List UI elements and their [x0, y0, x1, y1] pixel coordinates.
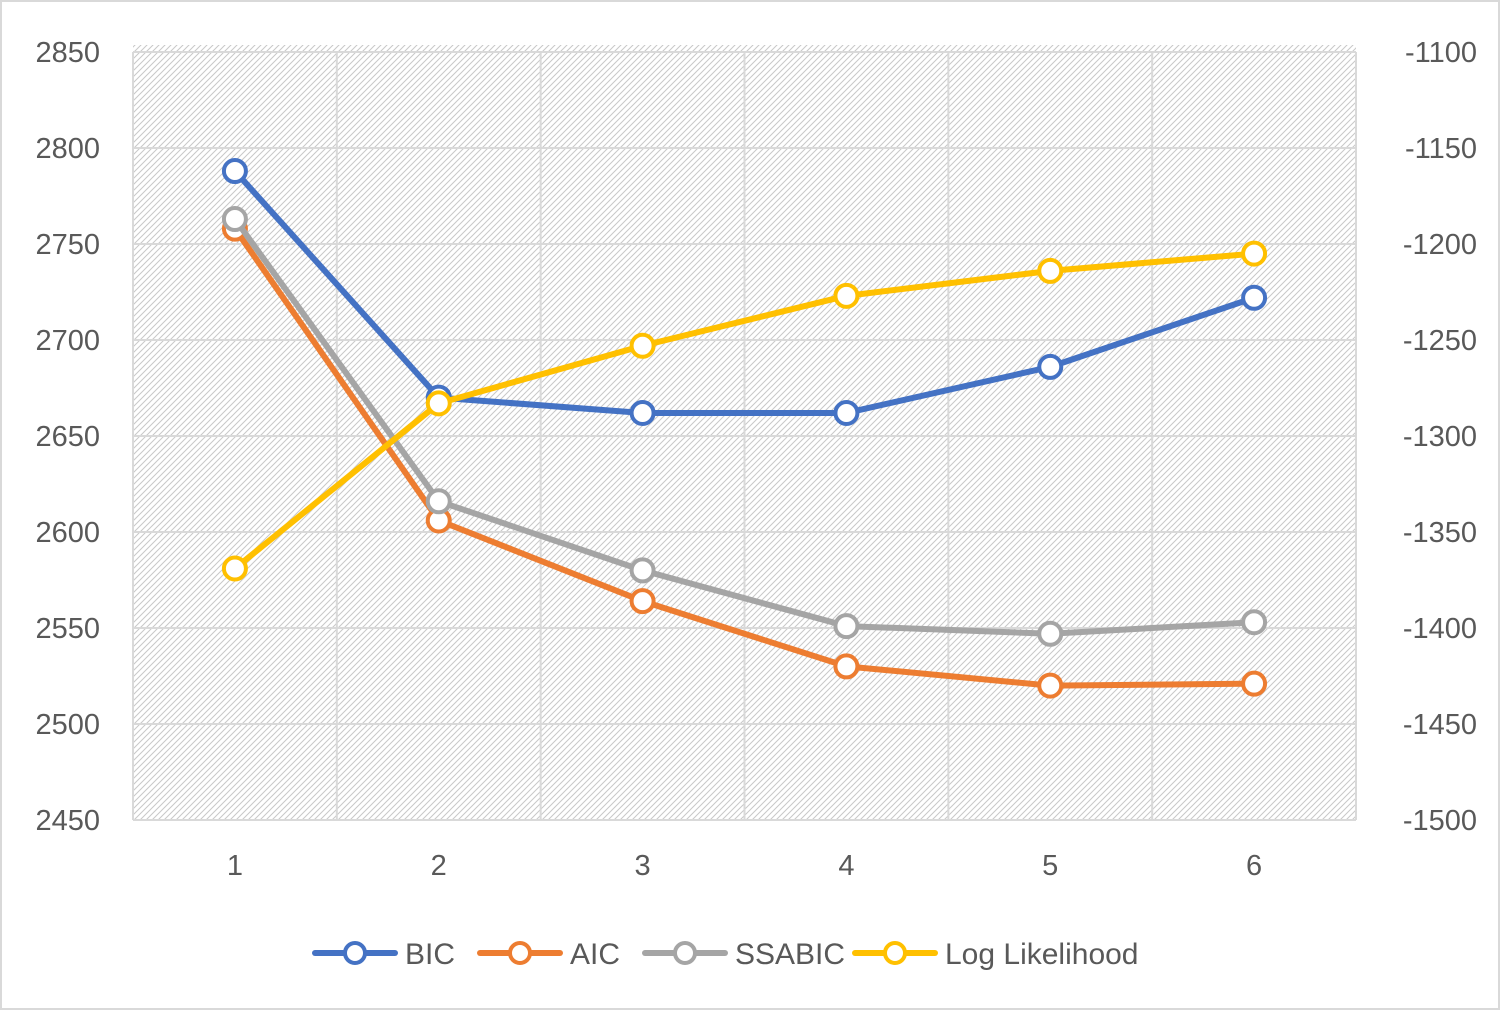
- x-tick-label: 4: [838, 850, 854, 882]
- x-tick-label: 1: [227, 850, 243, 882]
- bic-point: [629, 399, 656, 426]
- legend-label: SSABIC: [735, 938, 845, 971]
- ssabic-point: [221, 206, 248, 233]
- legend-item-log-likelihood: Log Likelihood: [852, 938, 1139, 971]
- series-group: [221, 158, 1268, 699]
- bic-point: [833, 399, 860, 426]
- ssabic-point: [629, 557, 656, 584]
- ssabic-line: [231, 216, 1258, 637]
- aic-point: [833, 653, 860, 680]
- legend-swatch-marker: [343, 941, 367, 965]
- left-y-tick-label: 2650: [35, 421, 100, 453]
- aic-point: [629, 588, 656, 615]
- bic-line: [231, 168, 1258, 416]
- right-y-tick-label: -1250: [1403, 325, 1477, 357]
- legend: BIC AIC SSABIC Log Likelihood: [312, 938, 1139, 971]
- right-y-tick-label: -1100: [1405, 37, 1477, 69]
- x-axis: 1 2 3 4 5 6: [227, 850, 1262, 882]
- legend-swatch-marker: [508, 941, 532, 965]
- left-y-tick-label: 2750: [35, 229, 100, 261]
- left-y-axis: 2850 2800 2750 2700 2650 2600 2550 2500 2450: [35, 37, 100, 837]
- legend-label: BIC: [405, 938, 455, 971]
- x-tick-label: 6: [1246, 850, 1262, 882]
- bic-point: [1037, 353, 1064, 380]
- ssabic-point: [425, 488, 452, 515]
- legend-swatch-marker: [673, 941, 697, 965]
- ssabic-point: [1037, 620, 1064, 647]
- series-aic: [221, 215, 1268, 699]
- x-tick-label: 3: [635, 850, 651, 882]
- series-log-likelihood: [221, 240, 1268, 582]
- aic-line: [231, 225, 1258, 689]
- x-tick-label: 5: [1042, 850, 1058, 882]
- ssabic-point: [833, 613, 860, 640]
- legend-swatch-marker: [883, 941, 907, 965]
- left-y-tick-label: 2550: [35, 613, 100, 645]
- aic-point: [1037, 672, 1064, 699]
- right-y-tick-label: -1450: [1403, 709, 1477, 741]
- left-y-tick-label: 2700: [35, 325, 100, 357]
- right-y-tick-label: -1500: [1403, 805, 1477, 837]
- left-y-tick-label: 2450: [35, 805, 100, 837]
- aic-point: [1241, 670, 1268, 697]
- legend-label: AIC: [570, 938, 620, 971]
- log-likelihood-point: [629, 332, 656, 359]
- right-y-tick-label: -1150: [1405, 133, 1477, 165]
- log-likelihood-point: [221, 555, 248, 582]
- legend-item-bic: BIC: [312, 938, 455, 971]
- right-y-tick-label: -1200: [1403, 229, 1477, 261]
- log-likelihood-point: [833, 282, 860, 309]
- ssabic-point: [1241, 609, 1268, 636]
- right-y-tick-label: -1400: [1403, 613, 1477, 645]
- left-y-tick-label: 2850: [35, 37, 100, 69]
- legend-label: Log Likelihood: [945, 938, 1139, 971]
- log-likelihood-line: [231, 250, 1258, 572]
- log-likelihood-point: [1241, 240, 1268, 267]
- log-likelihood-point: [1037, 257, 1064, 284]
- log-likelihood-point: [425, 390, 452, 417]
- left-y-tick-label: 2600: [35, 517, 100, 549]
- left-y-tick-label: 2800: [35, 133, 100, 165]
- gridlines: [132, 51, 1357, 821]
- right-y-tick-label: -1350: [1403, 517, 1477, 549]
- bic-point: [1241, 284, 1268, 311]
- series-ssabic: [221, 206, 1268, 647]
- left-y-tick-label: 2500: [35, 709, 100, 741]
- x-tick-label: 2: [431, 850, 447, 882]
- legend-item-aic: AIC: [477, 938, 620, 971]
- right-y-tick-label: -1300: [1403, 421, 1477, 453]
- bic-point: [221, 158, 248, 185]
- legend-item-ssabic: SSABIC: [642, 938, 845, 971]
- right-y-axis: -1100 -1150 -1200 -1250 -1300 -1350 -1400 -1450…: [1403, 37, 1477, 837]
